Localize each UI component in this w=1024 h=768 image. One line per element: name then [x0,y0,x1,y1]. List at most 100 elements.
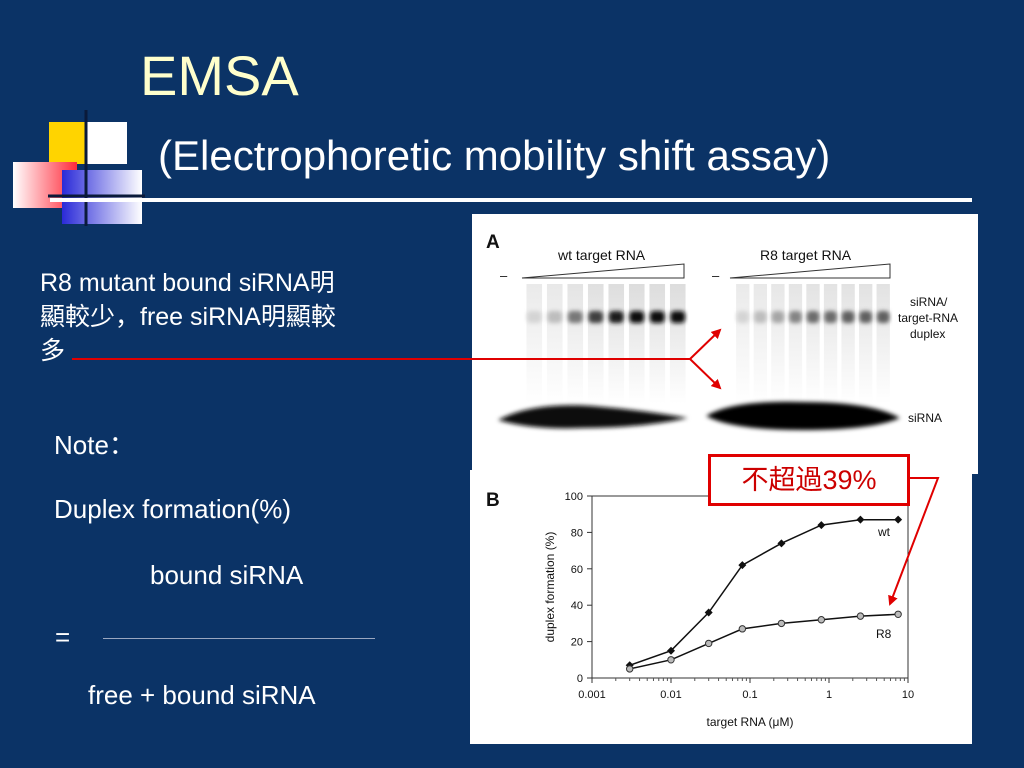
gel-wt-lane-smear [608,284,625,404]
gel-r8-duplex-band [859,311,872,323]
gel-wt-lane-smear [587,284,604,404]
x-tick-label: 0.001 [578,689,606,701]
gel-wt-duplex-band [526,311,542,323]
gel-r8-duplex-band [736,311,750,323]
gel-r8-duplex-band [841,311,855,323]
gel-duplex-label: siRNA/ target-RNA duplex [898,295,961,341]
gel-wt-duplex-band [629,311,645,323]
formula-equals: = [55,622,71,652]
data-point-wt [894,515,903,524]
formula-numerator: bound siRNA [150,560,304,590]
gel-wt-lane-smear [669,284,686,404]
y-tick-label: 80 [571,527,583,539]
description-line: 多 [40,337,66,365]
fraction-bar [103,638,375,639]
max-value-callout: 不超過39% [708,454,910,506]
chart-ylabel: duplex formation (%) [543,532,557,643]
decorative-squares [13,110,145,226]
yellow-square [49,122,87,164]
gel-wt-duplex-band [588,311,604,323]
duplex-chart-panel: B 0.001 0.01 0.1 1 10 0 20 40 60 80 100 target RNA… [470,470,972,744]
chart-series-label-r8: R8 [876,627,892,641]
y-tick-label: 20 [571,637,583,649]
gel-wt-lane-smear [526,284,543,404]
gel-r8-lane-smear [788,284,803,404]
gel-wt-lane-smear [546,284,563,404]
gel-wt-duplex-band [608,311,624,323]
gel-r8-dash: – [712,268,720,283]
chart-series-group [625,515,903,673]
gel-r8-duplex-band [754,311,767,323]
data-point-r8 [667,656,675,664]
slide-title: EMSA [140,44,299,107]
gel-r8-duplex-band [806,311,820,323]
chart-xlabel: target RNA (μM) [707,715,794,729]
description-line: 顯較少，free siRNA明顯較 [40,303,336,331]
gel-wt-dash: – [500,268,508,283]
gel-free-label: siRNA [908,411,942,425]
gel-r8-lane-smear [858,284,873,404]
gel-wt-gradient-wedge [521,263,685,279]
gel-wt-lane-smear [567,284,584,404]
gel-wt-label: wt target RNA [557,247,646,263]
gel-duplex-label-line: target-RNA [898,311,958,325]
gel-wt-free-band [498,405,688,429]
gel-r8-lane-smear [806,284,820,404]
description-text: R8 mutant bound siRNA明 顯較少，free siRNA明顯較… [40,266,450,368]
data-point-wt [856,515,865,524]
slide-subtitle: (Electrophoretic mobility shift assay) [158,132,831,179]
gel-figure: A wt target RNA R8 target RNA – – siRNA/… [486,232,961,430]
gel-r8-lane-smear [736,284,750,404]
data-point-r8 [738,625,747,633]
description-line: R8 mutant bound siRNA明 [40,269,335,297]
x-tick-label: 10 [902,689,914,701]
gel-panel-label: A [486,232,500,253]
gel-wt-lane-smear [649,284,666,404]
data-point-r8 [894,610,902,619]
data-point-r8 [704,639,713,648]
gel-wt-duplex-band [547,311,563,323]
gel-r8-free-band [706,401,900,430]
gel-image-panel: A wt target RNA R8 target RNA – – siRNA/… [472,214,978,474]
gel-duplex-bands [526,311,890,323]
gel-r8-duplex-band [771,311,785,323]
formula-denominator: free + bound siRNA [88,680,316,710]
data-point-r8 [817,616,826,624]
data-point-wt [738,561,747,570]
x-tick-label: 0.1 [742,689,757,701]
x-tick-label: 1 [826,689,832,701]
gel-r8-duplex-band [824,311,837,323]
y-tick-label: 60 [571,564,583,576]
note-label: Note： [54,430,135,460]
data-point-r8 [856,612,865,620]
data-point-wt [704,608,713,617]
gel-r8-gradient-wedge [729,263,891,279]
y-tick-label: 100 [565,491,583,503]
gel-duplex-label-line: siRNA/ [910,295,948,309]
data-point-r8 [625,665,634,673]
gel-r8-lane-smear [753,284,768,404]
formula-label: Duplex formation(%) [54,494,291,524]
y-tick-label: 0 [577,673,583,685]
gel-wt-duplex-band [649,311,665,323]
title-divider [50,198,972,202]
data-point-r8 [777,619,786,628]
gel-r8-lane-smear [823,284,838,404]
data-point-wt [777,539,786,548]
y-tick-label: 40 [571,600,583,612]
white-square [87,122,127,164]
gel-lane-smears [526,284,890,404]
gel-wt-duplex-band [670,311,686,323]
gel-r8-lane-smear [876,284,890,404]
gel-r8-lane-smear [841,284,855,404]
data-point-wt [817,521,826,530]
gel-r8-lane-smear [771,284,785,404]
series-line-wt [629,518,899,667]
gel-r8-label: R8 target RNA [760,247,852,263]
gel-r8-duplex-band [789,311,802,323]
gel-duplex-label-line: duplex [910,327,945,341]
chart-series-label-wt: wt [877,525,891,539]
chart-panel-label: B [486,490,500,511]
gel-r8-duplex-band [876,311,890,323]
